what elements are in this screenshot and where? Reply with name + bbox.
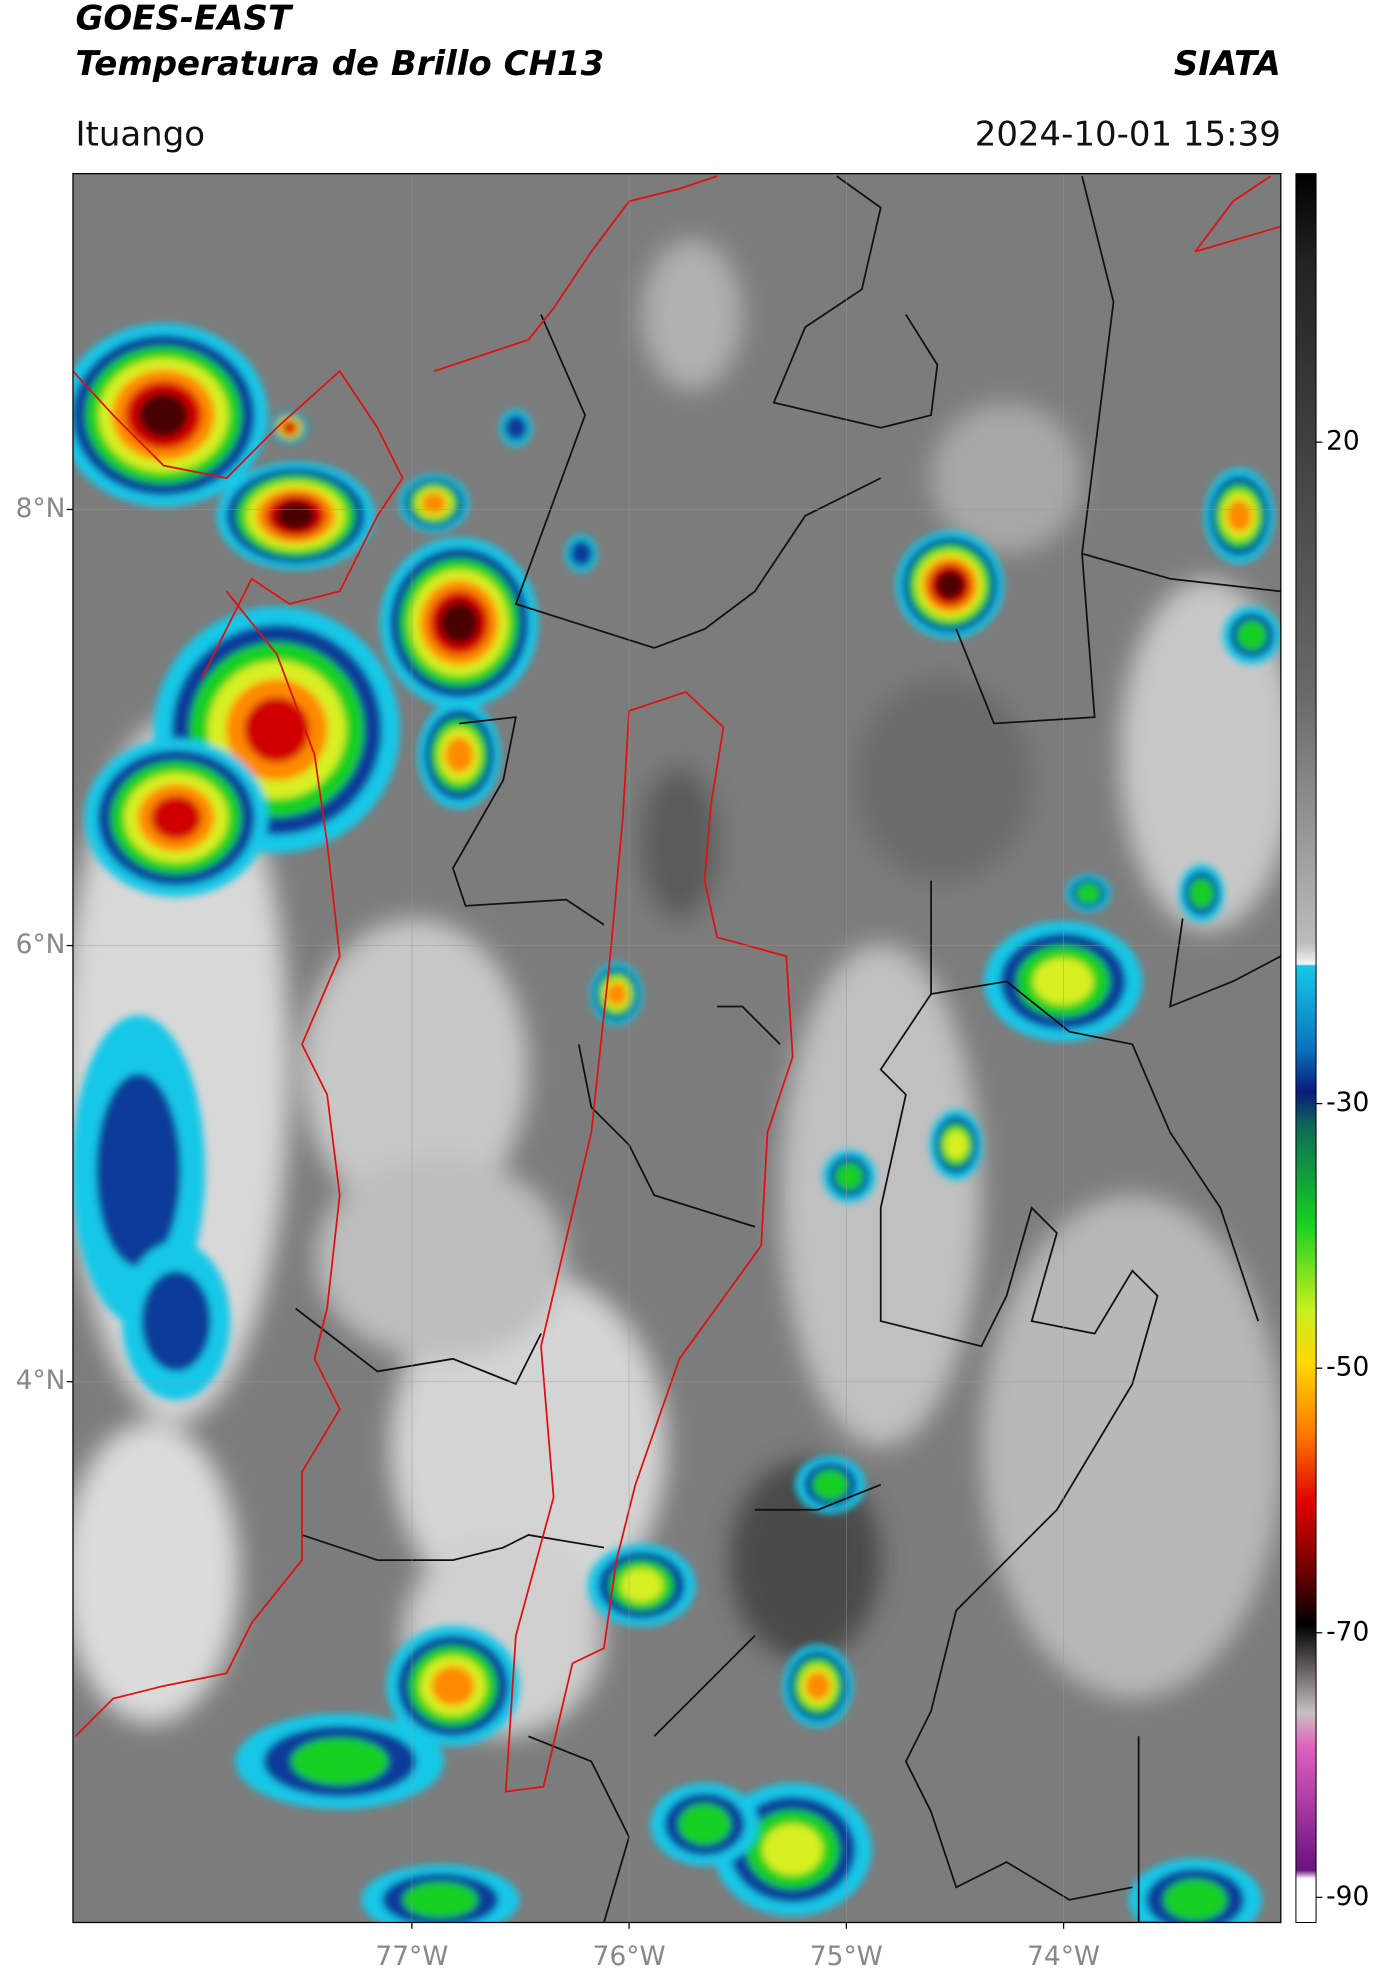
storm-contour [1076,882,1101,904]
cloud-field [72,239,1281,1737]
colorbar-tick-label: -50 [1326,1352,1369,1383]
storm-contour [276,501,316,531]
storm-contour [569,540,593,567]
storm-contour [835,1162,864,1191]
storm-contour [291,1738,389,1785]
storm-contour [1163,1879,1228,1921]
storm-contour [762,1823,823,1876]
storm-contour [805,1671,831,1701]
cloud [314,1157,567,1359]
colorbar-tick-label: -90 [1326,1881,1369,1912]
storm-contour [244,696,310,763]
cloud [981,1195,1281,1699]
storm-contour [812,1469,849,1500]
storm-contour [439,601,479,644]
x-tick-label: 74°W [1027,1941,1100,1972]
storm-contour [606,982,627,1006]
cloud [301,918,529,1221]
cloud [1119,578,1281,931]
storm-contour [444,736,474,774]
y-tick-label: 6°N [16,929,66,960]
cloud [780,943,982,1447]
cloud [390,1270,667,1624]
storm-contour [935,570,965,600]
cloud [641,239,743,391]
cloud [931,402,1083,554]
colorbar-tick-label: 20 [1326,426,1360,457]
cloud [72,1421,240,1724]
storm-contour [403,1882,478,1918]
plot-frame [72,172,1282,1924]
red-border [72,175,1281,1793]
colorbar-tick-label: -30 [1326,1087,1369,1118]
subtitle: Temperatura de Brillo CH13 [75,44,604,84]
storm-cells [72,323,1281,1923]
y-tick-label: 4°N [16,1365,66,1396]
colorbar-tick-label: -70 [1326,1616,1369,1647]
title: GOES-EAST [75,0,293,39]
storm-contour [944,1130,968,1160]
storm-contour [678,1803,731,1845]
storm-contour [1226,499,1253,533]
storm-contour [141,1270,211,1372]
storm-contour [281,420,297,435]
storm-contour [151,795,202,840]
borders [72,175,1281,1923]
storm-contour [138,392,189,438]
storm-contour [1189,878,1214,909]
cloud [855,679,1032,881]
cloud [641,767,718,919]
storm-contour [620,1568,663,1603]
y-tick-label: 8°N [16,493,66,524]
x-tick-label: 76°W [593,1941,666,1972]
storm-contour [1033,957,1094,1005]
storm-contour [504,414,528,441]
storm-contour [1236,620,1267,651]
storm-contour [95,1073,181,1267]
grid [72,173,1281,1923]
colorbar [1295,173,1317,1923]
x-tick-label: 75°W [810,1941,883,1972]
storm-contour [431,1666,475,1706]
x-tick-label: 77°W [375,1941,448,1972]
satellite-image [72,173,1281,1923]
location: Ituango [75,114,205,154]
datetime: 2024-10-01 15:39 [975,114,1281,154]
source: SIATA [1174,44,1281,84]
storm-contour [421,492,447,515]
